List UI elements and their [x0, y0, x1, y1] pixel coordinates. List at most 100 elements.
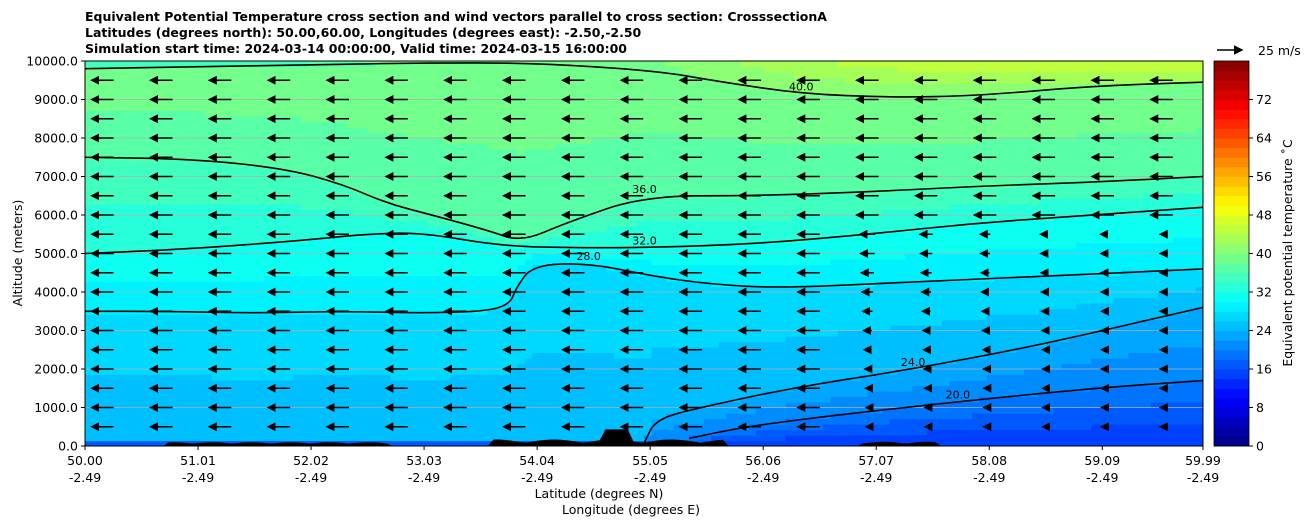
field-cell — [234, 286, 243, 293]
field-cell — [286, 231, 295, 238]
field-cell — [390, 413, 399, 420]
field-cell — [554, 270, 563, 277]
field-cell — [181, 270, 190, 277]
field-cell — [308, 369, 317, 376]
field-cell — [271, 292, 280, 299]
field-cell — [92, 66, 101, 73]
field-cell — [487, 138, 496, 145]
field-cell — [614, 380, 623, 387]
field-cell — [99, 237, 108, 244]
field-cell — [472, 154, 481, 161]
field-cell — [472, 198, 481, 205]
field-cell — [308, 396, 317, 403]
field-cell — [159, 99, 168, 106]
field-cell — [99, 105, 108, 112]
field-cell — [301, 99, 310, 106]
field-cell — [129, 215, 138, 222]
field-cell — [517, 407, 526, 414]
field-cell — [398, 72, 407, 79]
field-cell — [405, 363, 414, 370]
field-cell — [226, 83, 235, 90]
field-cell — [562, 396, 571, 403]
field-cell — [614, 308, 623, 315]
field-cell — [487, 83, 496, 90]
field-cell — [517, 248, 526, 255]
field-cell — [293, 77, 302, 84]
field-cell — [599, 429, 608, 436]
field-cell — [494, 380, 503, 387]
field-cell — [137, 286, 146, 293]
field-cell — [569, 143, 578, 150]
field-cell — [390, 275, 399, 282]
field-cell — [330, 286, 340, 293]
field-cell — [502, 330, 511, 337]
field-cell — [330, 292, 340, 299]
field-cell — [576, 220, 585, 227]
field-cell — [554, 88, 563, 95]
field-cell — [412, 176, 421, 183]
field-cell — [412, 138, 421, 145]
field-cell — [330, 352, 340, 359]
field-cell — [293, 275, 302, 282]
field-cell — [405, 176, 414, 183]
field-cell — [390, 72, 399, 79]
field-cell — [129, 149, 138, 156]
field-cell — [547, 83, 556, 90]
field-cell — [487, 347, 496, 354]
field-cell — [196, 341, 205, 348]
field-cell — [85, 435, 94, 442]
field-cell — [181, 297, 190, 304]
field-cell — [323, 99, 332, 106]
field-cell — [293, 121, 302, 128]
field-cell — [256, 325, 265, 332]
field-cell — [368, 198, 377, 205]
field-cell — [480, 182, 489, 189]
field-cell — [360, 314, 369, 321]
field-cell — [353, 204, 362, 211]
field-cell — [166, 171, 176, 178]
field-cell — [487, 160, 496, 167]
field-cell — [248, 424, 258, 431]
field-cell — [181, 303, 190, 310]
field-cell — [532, 176, 541, 183]
field-cell — [412, 303, 421, 310]
field-cell — [114, 193, 123, 200]
field-cell — [308, 259, 317, 266]
field-cell — [345, 435, 354, 442]
field-cell — [92, 110, 101, 117]
field-cell — [196, 61, 205, 68]
field-cell — [509, 264, 518, 271]
field-cell — [562, 275, 571, 282]
field-cell — [92, 435, 101, 442]
field-cell — [517, 132, 526, 139]
field-cell — [226, 176, 235, 183]
field-cell — [204, 369, 213, 376]
field-cell — [226, 429, 235, 436]
field-cell — [278, 253, 287, 260]
field-cell — [241, 253, 250, 260]
field-cell — [129, 297, 138, 304]
field-cell — [487, 61, 496, 68]
field-cell — [398, 413, 407, 420]
field-cell — [576, 358, 585, 365]
field-cell — [241, 314, 250, 321]
field-cell — [606, 88, 615, 95]
field-cell — [345, 369, 354, 376]
field-cell — [345, 242, 354, 249]
field-cell — [539, 248, 548, 255]
field-cell — [532, 424, 541, 431]
field-cell — [338, 369, 347, 376]
field-cell — [278, 286, 287, 293]
field-cell — [122, 341, 131, 348]
field-cell — [271, 143, 280, 150]
field-cell — [442, 391, 451, 398]
field-cell — [234, 435, 243, 442]
field-cell — [226, 138, 235, 145]
field-cell — [368, 88, 377, 95]
field-cell — [129, 330, 138, 337]
field-cell — [576, 275, 585, 282]
field-cell — [256, 429, 265, 436]
field-cell — [248, 138, 258, 145]
field-cell — [234, 380, 243, 387]
field-cell — [562, 72, 571, 79]
